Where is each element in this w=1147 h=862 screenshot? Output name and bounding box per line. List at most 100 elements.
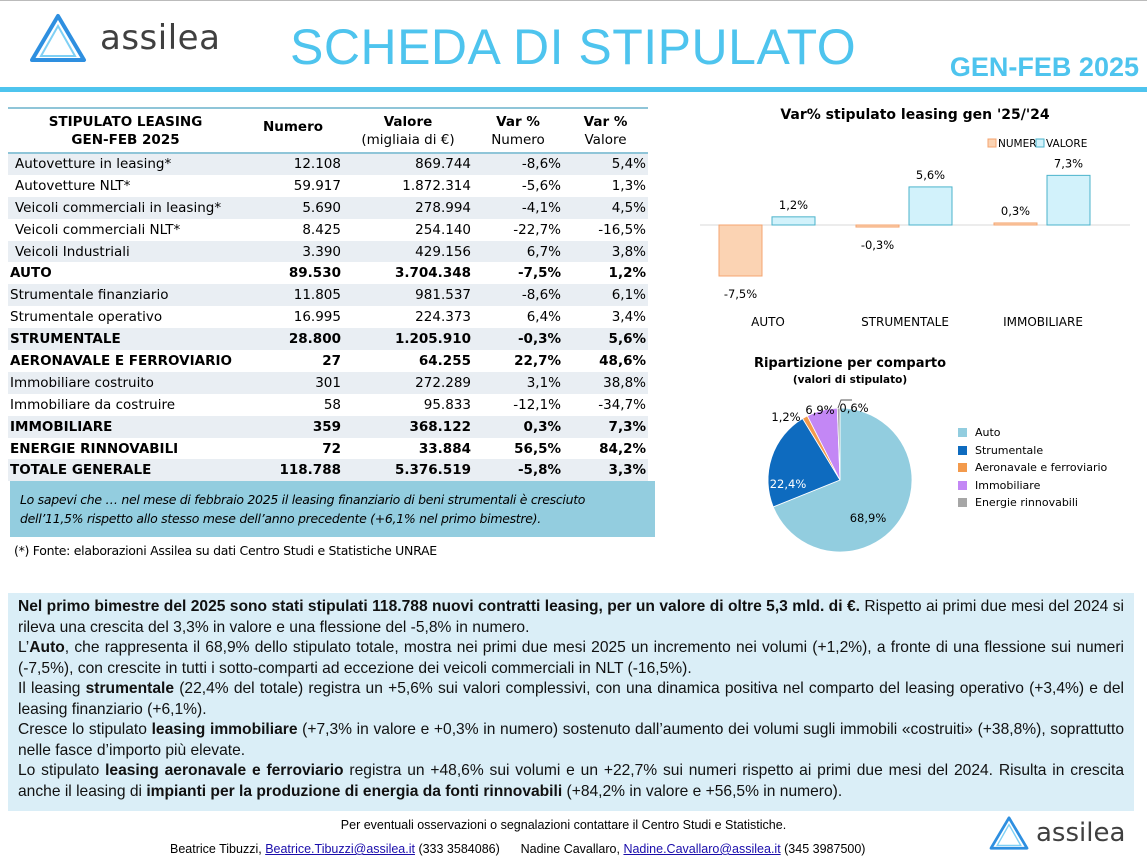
- legend-swatch: [958, 445, 967, 455]
- table-row: IMMOBILIARE 359 368.122 0,3% 7,3%: [8, 415, 648, 438]
- category-label: STRUMENTALE: [861, 315, 949, 329]
- row-label: Veicoli commerciali NLT*: [15, 221, 181, 238]
- row-var-valore: 48,6%: [599, 352, 646, 369]
- table-row: Immobiliare costruito 301 272.289 3,1% 38,8%: [8, 371, 648, 394]
- footer-logo: assilea: [988, 815, 1125, 851]
- row-valore: 368.122: [343, 415, 473, 438]
- summary-highlight: leasing aeronavale e ferroviario: [105, 762, 344, 779]
- legend-item: Aeronavale e ferroviario: [958, 459, 1107, 477]
- row-var-numero: 3,1%: [473, 371, 563, 394]
- row-label: Autovetture in leasing*: [8, 153, 243, 175]
- stipulato-table: STIPULATO LEASING GEN-FEB 2025 Numero Val…: [8, 107, 648, 482]
- row-numero: 118.788: [243, 459, 343, 482]
- category-label: IMMOBILIARE: [1003, 315, 1083, 329]
- legend-label: VALORE: [1046, 138, 1087, 150]
- row-numero: 11.805: [243, 284, 343, 307]
- bar-valore: [771, 216, 816, 226]
- row-label: Strumentale operativo: [10, 309, 163, 326]
- row-var-valore: 1,3%: [611, 177, 646, 194]
- summary-text-run: L’: [18, 639, 30, 656]
- summary-text-run: (+7,3% in valore e +0,3% in numero) sost…: [18, 721, 1124, 759]
- category-label: AUTO: [751, 315, 785, 329]
- row-numero: 72: [322, 440, 341, 457]
- summary-text-run: (22,4% del totale) registra un +5,6% sui…: [18, 680, 1124, 718]
- contact1-email-link[interactable]: Beatrice.Tibuzzi@assilea.it: [265, 842, 415, 856]
- summary-paragraph: Il leasing strumentale (22,4% del totale…: [18, 679, 1124, 720]
- row-label: IMMOBILIARE: [8, 415, 243, 438]
- table-row: STRUMENTALE 28.800 1.205.910 -0,3% 5,6%: [8, 328, 648, 351]
- row-var-valore: 6,1%: [563, 284, 648, 307]
- row-var-numero: -8,6%: [473, 153, 563, 175]
- header-divider: [0, 87, 1147, 92]
- row-var-valore: 3,4%: [611, 309, 646, 326]
- source-footnote: (*) Fonte: elaborazioni Assilea su dati …: [14, 543, 437, 558]
- assilea-triangle-icon: [30, 14, 86, 62]
- row-var-valore: 1,2%: [608, 265, 646, 282]
- row-var-valore: 3,3%: [563, 459, 648, 482]
- summary-highlight: impianti per la produzione di energia da…: [146, 782, 563, 800]
- header-varv: Var %: [583, 113, 628, 130]
- row-numero: 58: [323, 396, 341, 413]
- header-varn-sub: Numero: [491, 131, 545, 148]
- summary-text-run: Lo stipulato: [18, 762, 106, 779]
- contact2-name: Nadine Cavallaro,: [520, 842, 624, 856]
- row-label: AUTO: [10, 265, 52, 282]
- row-label: Veicoli Industriali: [8, 240, 243, 263]
- row-var-numero: -5,8%: [473, 459, 563, 482]
- header-valore: Valore: [383, 113, 433, 130]
- legend-item: Strumentale: [958, 442, 1107, 460]
- row-valore: 254.140: [415, 221, 471, 238]
- summary-text-run: Rispetto ai primi due mesi del 2024 si r…: [18, 598, 1124, 636]
- row-var-numero: -12,1%: [513, 396, 561, 413]
- row-numero: 301: [243, 371, 343, 394]
- bar-numero: [718, 224, 763, 277]
- row-var-numero: 6,4%: [526, 309, 561, 326]
- bar-data-label: -7,5%: [724, 287, 757, 301]
- logo-text: assilea: [100, 18, 221, 58]
- row-valore: 278.994: [343, 196, 473, 219]
- legend-label: Immobiliare: [975, 478, 1041, 492]
- legend-label: Energie rinnovabili: [975, 496, 1078, 510]
- legend-swatch: [987, 138, 997, 148]
- row-valore: 64.255: [418, 352, 471, 369]
- bar-data-label: 5,6%: [916, 168, 945, 182]
- contact2-email-link[interactable]: Nadine.Cavallaro@assilea.it: [623, 842, 781, 856]
- header-col1-line2: GEN-FEB 2025: [71, 131, 180, 148]
- pie-slice-strumentale: [767, 417, 841, 508]
- pie-slice-auto: [772, 407, 913, 553]
- bar-data-label: 7,3%: [1054, 156, 1083, 170]
- top-border: [0, 0, 1147, 1]
- leader-line: [837, 399, 852, 409]
- footer-contacts: Beatrice Tibuzzi, Beatrice.Tibuzzi@assil…: [170, 842, 865, 856]
- row-var-numero: -4,1%: [473, 196, 563, 219]
- summary-highlight: strumentale: [85, 680, 175, 697]
- bar-valore: [1046, 174, 1091, 226]
- pie-data-label: 0,6%: [839, 401, 868, 415]
- header-valore-sub: (migliaia di €): [361, 131, 455, 148]
- legend-label: NUMERO: [998, 138, 1045, 150]
- row-numero: 3.390: [243, 240, 343, 263]
- row-numero: 359: [243, 415, 343, 438]
- pie-data-label: 6,9%: [805, 403, 834, 417]
- row-valore: 33.884: [418, 440, 471, 457]
- bar-chart-title: Var% stipulato leasing gen '25/'24: [780, 107, 1050, 123]
- contact1-name: Beatrice Tibuzzi,: [170, 842, 266, 856]
- bar-data-label: 1,2%: [779, 198, 808, 212]
- pie-chart-subtitle: (valori di stipulato): [792, 374, 908, 386]
- summary-paragraph: Nel primo bimestre del 2025 sono stati s…: [18, 597, 1124, 638]
- row-label: Autovetture NLT*: [15, 177, 131, 194]
- row-var-numero: -8,6%: [473, 284, 563, 307]
- row-var-numero: 22,7%: [514, 352, 561, 369]
- legend-label: Strumentale: [975, 443, 1044, 457]
- row-var-valore: 5,4%: [563, 153, 648, 175]
- row-numero: 59.917: [293, 177, 341, 194]
- row-numero: 12.108: [243, 153, 343, 175]
- row-numero: 27: [322, 352, 341, 369]
- row-numero: 28.800: [243, 328, 343, 351]
- summary-text-run: registra un +48,6% sui volumi e un +22,7…: [18, 762, 1124, 800]
- table-row: Veicoli commerciali NLT* 8.425 254.140 -22,…: [8, 219, 648, 241]
- row-var-numero: 56,5%: [514, 440, 561, 457]
- pie-chart: 68,9% 22,4% 1,2% 6,9% 0,6%: [767, 399, 913, 553]
- pie-data-label: 68,9%: [850, 511, 887, 525]
- row-valore: 981.537: [343, 284, 473, 307]
